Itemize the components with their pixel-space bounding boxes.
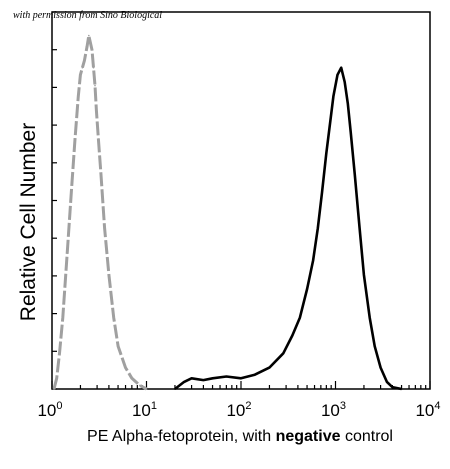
negative-control-point xyxy=(62,316,64,319)
sample-point xyxy=(368,316,371,319)
x-axis-ticks xyxy=(51,381,431,389)
negative-control-point xyxy=(66,252,68,255)
sample-point xyxy=(340,66,343,69)
y-axis-label: Relative Cell Number xyxy=(17,123,40,321)
negative-control-point xyxy=(145,388,148,390)
negative-control-point xyxy=(91,49,93,51)
sample-point xyxy=(190,377,193,380)
x-tick-label: 101 xyxy=(132,400,157,420)
negative-control-point xyxy=(74,138,76,140)
sample-point xyxy=(336,74,339,76)
x-axis-label: PE Alpha-fetoprotein, with negative cont… xyxy=(87,428,393,445)
negative-control-point xyxy=(88,34,90,37)
negative-control-point xyxy=(79,74,82,76)
series-layer xyxy=(52,34,403,391)
sample-point xyxy=(325,152,328,155)
sample-point xyxy=(354,174,356,176)
sample-point xyxy=(349,131,352,133)
sample-point xyxy=(363,274,365,276)
negative-control-point xyxy=(55,377,58,380)
sample-point xyxy=(174,388,176,390)
sample-point xyxy=(373,345,376,348)
sample-point xyxy=(386,381,388,383)
sample-point xyxy=(202,379,205,381)
sample-point xyxy=(317,227,319,230)
sample-point xyxy=(240,377,242,380)
negative-control-point xyxy=(58,352,61,355)
negative-control-point xyxy=(83,59,86,62)
sample-point xyxy=(225,375,228,378)
negative-control-point xyxy=(100,174,102,176)
negative-control-point xyxy=(89,41,92,44)
negative-control-point xyxy=(94,84,96,87)
x-tick-label: 104 xyxy=(415,400,440,420)
x-tick-label: 103 xyxy=(321,400,346,420)
negative-control-point xyxy=(139,384,141,387)
sample-point xyxy=(268,366,271,369)
x-tick-label: 102 xyxy=(226,400,251,420)
sample-point xyxy=(358,227,361,230)
negative-control-point xyxy=(108,274,110,276)
sample-point xyxy=(291,334,294,337)
sample-point xyxy=(282,352,285,355)
negative-control-point xyxy=(131,377,133,380)
x-tick-label: 100 xyxy=(37,400,62,420)
negative-control-point xyxy=(70,191,73,194)
sample-point xyxy=(391,386,394,389)
negative-control-point xyxy=(92,66,95,69)
sample-point xyxy=(347,102,349,105)
negative-control-point xyxy=(112,316,115,319)
negative-control-point xyxy=(81,66,84,69)
sample-point xyxy=(183,381,185,383)
negative-control-point xyxy=(117,345,119,348)
sample-point xyxy=(332,95,335,98)
negative-control-point xyxy=(95,109,98,112)
x-tick-labels: 100 101 102 103 104 xyxy=(37,400,440,420)
sample-point xyxy=(306,288,308,290)
watermark-text: with permission from Sino Biological xyxy=(13,10,162,21)
sample-point xyxy=(254,373,256,376)
sample-point xyxy=(379,366,382,369)
negative-control-point xyxy=(53,388,55,390)
sample-point xyxy=(329,120,332,123)
negative-control-curve xyxy=(52,34,148,391)
negative-control-point xyxy=(97,138,100,140)
negative-control-point xyxy=(86,45,88,48)
sample-point xyxy=(299,316,301,319)
negative-control-point xyxy=(77,95,80,98)
sample-point xyxy=(211,377,214,380)
sample-curve xyxy=(174,66,402,391)
negative-control-point xyxy=(103,227,106,230)
sample-point xyxy=(312,259,314,262)
negative-control-point xyxy=(124,366,127,369)
sample-point xyxy=(343,81,346,83)
sample-point xyxy=(321,191,323,194)
sample-point xyxy=(400,388,403,390)
